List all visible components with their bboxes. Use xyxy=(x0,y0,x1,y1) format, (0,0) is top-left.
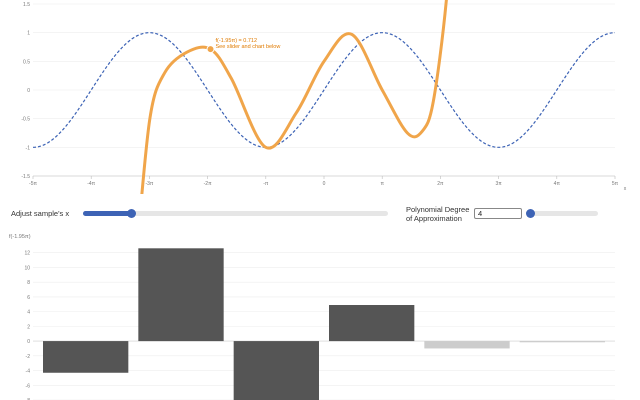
bar xyxy=(138,248,223,341)
bar-chart-bars xyxy=(43,248,605,400)
sample-annotation-hint: See slider and chart below xyxy=(216,44,281,50)
degree-slider-thumb[interactable] xyxy=(526,209,535,218)
top-x-tick-label: 4π xyxy=(554,181,561,187)
bar xyxy=(329,305,414,341)
top-y-tick-label: -0.5 xyxy=(21,117,30,123)
top-y-tick-label: 1 xyxy=(27,31,30,37)
degree-input[interactable] xyxy=(474,208,522,219)
bar-y-tick-label: -6 xyxy=(26,383,31,389)
bar-y-tick-label: -4 xyxy=(26,369,31,375)
top-x-tick-label: 0 xyxy=(323,181,326,187)
top-x-tick-label: -π xyxy=(263,181,269,187)
bar-y-tick-label: 12 xyxy=(24,251,30,257)
bar-y-tick-label: 8 xyxy=(27,280,30,286)
degree-slider[interactable] xyxy=(530,211,598,216)
bar xyxy=(424,341,509,348)
sample-point-marker[interactable] xyxy=(207,46,214,53)
degree-label-line1: Polynomial Degree xyxy=(406,205,469,214)
function-chart: -1.5 -1 -0.5 0 0.5 1 1.5 -5π -4π -3π -2π -π 0 π 2π 3π 4… xyxy=(0,0,640,200)
top-x-tick-label: 5π xyxy=(612,181,619,187)
top-x-tick-label: 2π xyxy=(437,181,444,187)
top-y-tick-label: -1.5 xyxy=(21,174,30,180)
top-x-tick-label: π xyxy=(380,181,384,187)
bar-y-tick-label: 2 xyxy=(27,324,30,330)
top-x-tick-label: -5π xyxy=(29,181,37,187)
sample-x-slider-fill xyxy=(83,211,132,216)
bar xyxy=(234,341,319,400)
top-x-tick-label: -4π xyxy=(87,181,95,187)
bar-y-tick-label: 0 xyxy=(27,339,30,345)
top-y-tick-label: -1 xyxy=(26,145,31,151)
polynomial-approximation-curve xyxy=(137,0,454,200)
controls-row: Adjust sample's x Polynomial Degree of A… xyxy=(0,200,640,228)
top-y-tick-label: 1.5 xyxy=(23,2,30,8)
top-x-tick-label: 3π xyxy=(495,181,502,187)
bar xyxy=(43,341,128,373)
degree-label-line2: of Approximation xyxy=(406,214,462,223)
top-y-tick-label: 0 xyxy=(27,88,30,94)
sample-x-slider[interactable] xyxy=(83,211,388,216)
top-x-axis-label: x xyxy=(624,186,627,192)
sample-x-slider-label: Adjust sample's x xyxy=(11,209,69,218)
bar xyxy=(520,341,605,342)
bar-y-tick-label: -2 xyxy=(26,354,31,360)
top-chart-x-axis: -5π -4π -3π -2π -π 0 π 2π 3π 4π 5π x xyxy=(29,176,627,192)
bar-chart-y-label: f(-1.95π) xyxy=(9,234,31,240)
top-x-tick-label: -3π xyxy=(145,181,153,187)
bar-chart-grid xyxy=(33,253,615,400)
bar-y-tick-label: 6 xyxy=(27,295,30,301)
bar-y-tick-label: 4 xyxy=(27,310,30,316)
bar-y-tick-label: 10 xyxy=(24,265,30,271)
top-x-tick-label: -2π xyxy=(204,181,212,187)
top-chart-y-axis: -1.5 -1 -0.5 0 0.5 1 1.5 xyxy=(21,2,30,180)
top-y-tick-label: 0.5 xyxy=(23,59,30,65)
sample-x-slider-thumb[interactable] xyxy=(127,209,136,218)
